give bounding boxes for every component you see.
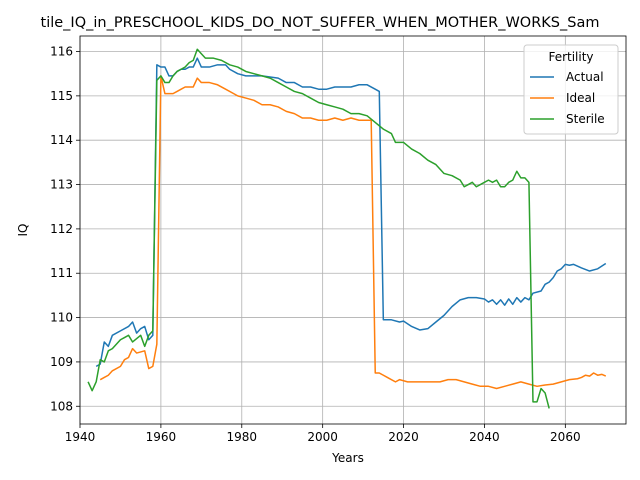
y-tick-label: 115	[50, 89, 73, 103]
x-axis-label: Years	[331, 451, 364, 465]
y-tick-label: 113	[50, 178, 73, 192]
series-line-ideal	[99, 75, 607, 390]
y-tick-label: 116	[50, 45, 73, 59]
legend-box	[523, 44, 619, 135]
x-tick-label: 2040	[469, 430, 500, 444]
y-tick-label: 112	[50, 222, 73, 236]
legend-label-actual: Actual	[566, 70, 604, 84]
y-tick-label: 114	[50, 133, 73, 147]
legend-label-sterile: Sterile	[566, 112, 605, 126]
x-tick-label: 1980	[227, 430, 258, 444]
legend: Fertility Actual Ideal Sterile	[523, 44, 619, 135]
x-tick-label: 2020	[388, 430, 419, 444]
legend-label-ideal: Ideal	[566, 91, 595, 105]
x-tick-label: 2060	[550, 430, 581, 444]
x-tick-label: 1940	[65, 430, 96, 444]
grid	[79, 36, 626, 424]
y-axis-ticks: 108 109 110 111 112 113 114 115 116	[50, 45, 80, 413]
x-tick-label: 1960	[146, 430, 177, 444]
legend-title: Fertility	[548, 50, 593, 64]
y-tick-label: 111	[50, 266, 73, 280]
series-line-sterile	[87, 48, 550, 409]
series-lines	[87, 48, 607, 409]
x-tick-label: 2000	[307, 430, 338, 444]
y-tick-label: 110	[50, 311, 73, 325]
plot-area	[79, 35, 627, 425]
y-tick-label: 108	[50, 399, 73, 413]
chart-title: tile_IQ_in_PRESCHOOL_KIDS_DO_NOT_SUFFER_…	[41, 15, 600, 31]
y-tick-label: 109	[50, 355, 73, 369]
x-axis-ticks: 1940 1960 1980 2000 2020 2040 2060	[65, 424, 581, 444]
y-axis-label: IQ	[16, 224, 30, 237]
series-line-actual	[95, 57, 607, 368]
